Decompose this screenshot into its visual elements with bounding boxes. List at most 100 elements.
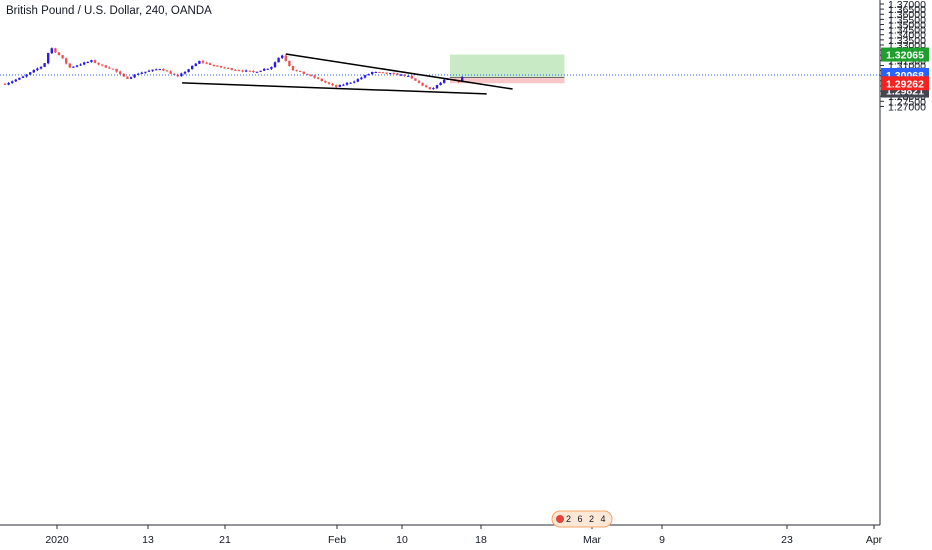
candle	[363, 74, 367, 79]
candle	[219, 65, 223, 69]
candle	[151, 69, 154, 72]
candle	[356, 78, 359, 83]
time-tick-label: 10	[396, 534, 408, 546]
candle	[360, 76, 363, 80]
candle	[32, 69, 35, 74]
candle-series	[3, 47, 464, 90]
candle	[284, 54, 287, 62]
time-tick-label: 2020	[45, 534, 69, 546]
time-tick-label: 13	[142, 534, 154, 546]
candle	[428, 87, 431, 90]
events-badge[interactable]: 2 6 2 4	[551, 510, 613, 528]
candle	[54, 47, 57, 54]
candle	[165, 69, 169, 72]
events-badge-bg[interactable]	[551, 510, 613, 528]
candle	[25, 73, 28, 78]
price-tick-label: 1.33500	[888, 35, 926, 47]
candle	[108, 66, 111, 69]
candle	[306, 73, 309, 76]
candle	[144, 71, 147, 74]
price-tick-label: 1.35000	[888, 19, 926, 31]
candle	[399, 73, 403, 76]
price-tick-label: 1.37000	[888, 0, 926, 11]
time-tick-label: Apr	[866, 534, 883, 546]
price-tick-label: 1.36000	[888, 9, 926, 21]
candle	[7, 82, 10, 86]
candle	[147, 69, 151, 72]
candle	[443, 78, 446, 84]
target-price-tag: 1.32065	[881, 47, 929, 62]
candle	[39, 66, 43, 70]
candle	[115, 68, 118, 73]
candle	[198, 60, 201, 64]
candle	[162, 68, 165, 72]
candle	[324, 80, 327, 84]
candle	[223, 66, 226, 69]
candle	[133, 74, 136, 79]
candle	[79, 63, 82, 66]
candle	[230, 67, 233, 71]
price-tick-label: 1.36500	[888, 4, 926, 16]
time-tick-label: 18	[475, 534, 487, 546]
candle	[255, 71, 259, 73]
candle	[374, 71, 377, 73]
candle	[212, 64, 215, 67]
candle	[270, 66, 273, 70]
candle	[320, 78, 323, 82]
price-tick-label: 1.35500	[888, 14, 926, 26]
candle	[353, 80, 356, 84]
svg-text:1.32065: 1.32065	[886, 50, 924, 62]
candle	[129, 76, 133, 80]
candle	[21, 75, 25, 78]
candle	[371, 71, 374, 76]
candle	[277, 57, 280, 63]
target-zone	[449, 54, 565, 78]
position-zones	[449, 54, 565, 84]
candle	[205, 61, 208, 65]
candle	[259, 70, 262, 72]
candle	[237, 69, 241, 72]
stop-price-tag: 1.29262	[881, 76, 929, 91]
candle	[331, 82, 334, 87]
candle	[140, 71, 143, 74]
candle	[18, 77, 21, 81]
candle	[313, 74, 316, 79]
candle	[435, 84, 439, 90]
candle	[65, 57, 68, 65]
candle	[201, 59, 205, 64]
candle	[396, 72, 399, 76]
candle	[414, 78, 417, 81]
price-tick-label: 1.27500	[888, 96, 926, 108]
candle	[291, 65, 295, 71]
time-tick-label: 23	[781, 534, 793, 546]
candle	[273, 61, 277, 68]
candle	[93, 59, 97, 64]
trendlines	[0, 53, 880, 95]
time-tick-label: 21	[219, 534, 231, 546]
candle	[295, 69, 298, 72]
time-axis: 2020 13 21 Feb 10 18 Mar 9 23 Apr	[0, 524, 883, 546]
candle	[302, 71, 305, 74]
candle	[410, 75, 413, 80]
price-tick-label: 1.34500	[888, 25, 926, 37]
candle	[248, 70, 251, 72]
candle	[338, 84, 341, 87]
candle	[191, 65, 194, 70]
candle	[169, 70, 172, 75]
candle	[263, 68, 266, 71]
candle	[194, 62, 197, 67]
candle	[381, 72, 385, 74]
flag-icon	[556, 515, 564, 523]
candle	[3, 82, 7, 85]
candle	[158, 68, 161, 71]
candle	[342, 83, 345, 86]
trendline-lower[interactable]	[182, 82, 487, 95]
candle	[101, 64, 104, 67]
candle	[327, 81, 331, 85]
candle	[183, 71, 187, 75]
candle	[252, 70, 255, 73]
candle	[392, 72, 395, 75]
candle	[209, 62, 212, 66]
trendline-upper[interactable]	[285, 53, 513, 90]
